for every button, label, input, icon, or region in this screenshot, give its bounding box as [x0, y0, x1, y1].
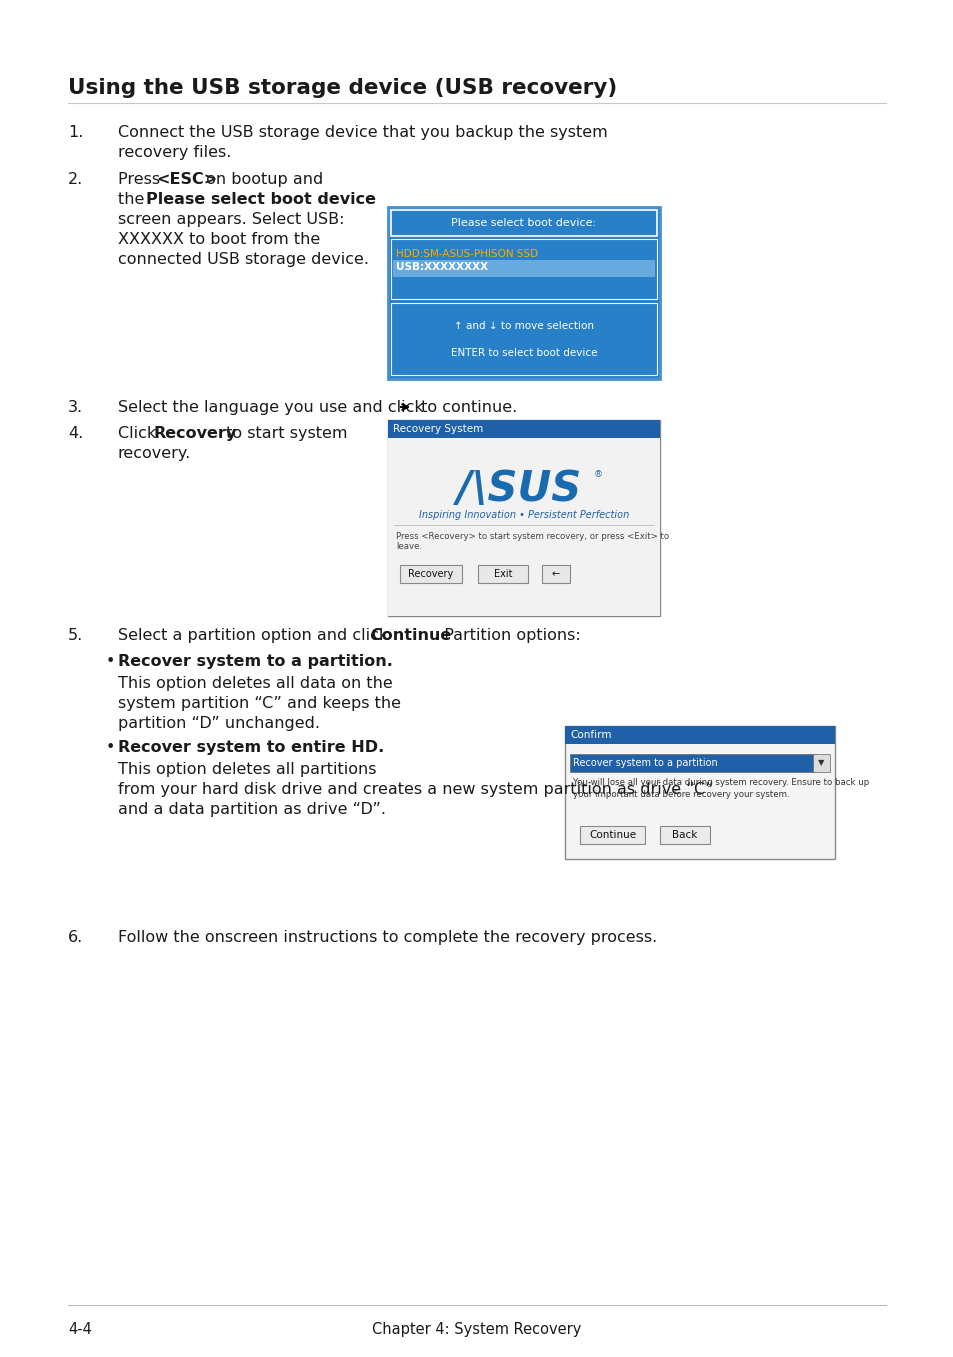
Text: Select the language you use and click: Select the language you use and click: [118, 400, 429, 415]
Bar: [388, 421, 659, 616]
Bar: [391, 303, 657, 375]
FancyBboxPatch shape: [477, 565, 527, 584]
Text: and a data partition as drive “D”.: and a data partition as drive “D”.: [118, 802, 386, 817]
Text: system partition “C” and keeps the: system partition “C” and keeps the: [118, 696, 400, 711]
Text: 5.: 5.: [68, 628, 83, 643]
Text: Continue: Continue: [588, 830, 636, 840]
FancyBboxPatch shape: [399, 565, 461, 584]
Text: to continue.: to continue.: [416, 400, 517, 415]
Text: Recovery: Recovery: [153, 426, 237, 441]
Bar: [388, 421, 659, 438]
Text: HDD:SM-ASUS-PHISON SSD: HDD:SM-ASUS-PHISON SSD: [395, 248, 537, 259]
Bar: [569, 754, 815, 772]
Text: Recovery System: Recovery System: [393, 423, 483, 434]
Text: Follow the onscreen instructions to complete the recovery process.: Follow the onscreen instructions to comp…: [118, 930, 657, 944]
Text: Continue: Continue: [370, 628, 451, 643]
Text: <ESC>: <ESC>: [156, 172, 217, 187]
Text: recovery files.: recovery files.: [118, 145, 232, 160]
FancyBboxPatch shape: [579, 826, 644, 844]
Text: Please select boot device: Please select boot device: [146, 191, 375, 208]
Text: USB:XXXXXXXX: USB:XXXXXXXX: [395, 262, 488, 271]
Bar: [564, 726, 834, 744]
Text: ↑ and ↓ to move selection: ↑ and ↓ to move selection: [454, 322, 594, 331]
Text: Confirm: Confirm: [569, 730, 611, 740]
Text: This option deletes all data on the: This option deletes all data on the: [118, 676, 393, 691]
Text: . Partition options:: . Partition options:: [434, 628, 580, 643]
Text: Using the USB storage device (USB recovery): Using the USB storage device (USB recove…: [68, 77, 617, 98]
Text: Click: Click: [118, 426, 161, 441]
Text: Connect the USB storage device that you backup the system: Connect the USB storage device that you …: [118, 125, 607, 140]
Text: on bootup and: on bootup and: [201, 172, 323, 187]
Text: 3.: 3.: [68, 400, 83, 415]
Text: to start system: to start system: [221, 426, 347, 441]
Text: from your hard disk drive and creates a new system partition as drive “C”: from your hard disk drive and creates a …: [118, 782, 713, 797]
Text: screen appears. Select USB:: screen appears. Select USB:: [118, 212, 344, 227]
Text: Select a partition option and click: Select a partition option and click: [118, 628, 393, 643]
Text: your important data before recovery your system.: your important data before recovery your…: [573, 790, 789, 799]
Text: Exit: Exit: [494, 569, 512, 579]
Text: Recover system to a partition.: Recover system to a partition.: [118, 654, 393, 669]
Text: the: the: [118, 191, 150, 208]
Bar: [812, 754, 829, 772]
Text: Recovery: Recovery: [408, 569, 453, 579]
Text: 1.: 1.: [68, 125, 83, 140]
Text: Please select boot device:: Please select boot device:: [451, 218, 596, 228]
Text: /\SUS: /\SUS: [456, 468, 580, 510]
FancyBboxPatch shape: [541, 565, 569, 584]
Bar: [388, 438, 659, 616]
Bar: [393, 261, 655, 277]
Text: ▼: ▼: [817, 759, 823, 768]
Bar: [564, 726, 834, 859]
Text: 2.: 2.: [68, 172, 83, 187]
Bar: [391, 239, 657, 299]
Text: You will lose all your data during system recovery. Ensure to back up: You will lose all your data during syste…: [573, 778, 868, 787]
Text: Press: Press: [118, 172, 165, 187]
Text: ®: ®: [594, 470, 602, 479]
Text: Press <Recovery> to start system recovery, or press <Exit> to: Press <Recovery> to start system recover…: [395, 532, 668, 541]
Text: •: •: [106, 654, 115, 669]
Text: leave.: leave.: [395, 541, 421, 551]
Text: XXXXXX to boot from the: XXXXXX to boot from the: [118, 232, 320, 247]
Text: Back: Back: [672, 830, 697, 840]
Text: 6.: 6.: [68, 930, 83, 944]
Text: connected USB storage device.: connected USB storage device.: [118, 252, 369, 267]
Text: 4-4: 4-4: [68, 1322, 91, 1337]
Text: •: •: [106, 740, 115, 754]
Text: recovery.: recovery.: [118, 446, 191, 461]
Bar: [391, 210, 657, 236]
FancyBboxPatch shape: [659, 826, 709, 844]
Text: Chapter 4: System Recovery: Chapter 4: System Recovery: [372, 1322, 581, 1337]
Text: Inspiring Innovation • Persistent Perfection: Inspiring Innovation • Persistent Perfec…: [418, 510, 628, 520]
Text: partition “D” unchanged.: partition “D” unchanged.: [118, 716, 319, 731]
Text: ENTER to select boot device: ENTER to select boot device: [450, 349, 597, 358]
Bar: [388, 208, 659, 379]
Text: ←: ←: [552, 569, 559, 579]
Text: Recover system to a partition: Recover system to a partition: [573, 759, 717, 768]
Text: Recover system to entire HD.: Recover system to entire HD.: [118, 740, 384, 754]
Text: 4.: 4.: [68, 426, 83, 441]
Text: This option deletes all partitions: This option deletes all partitions: [118, 763, 376, 778]
